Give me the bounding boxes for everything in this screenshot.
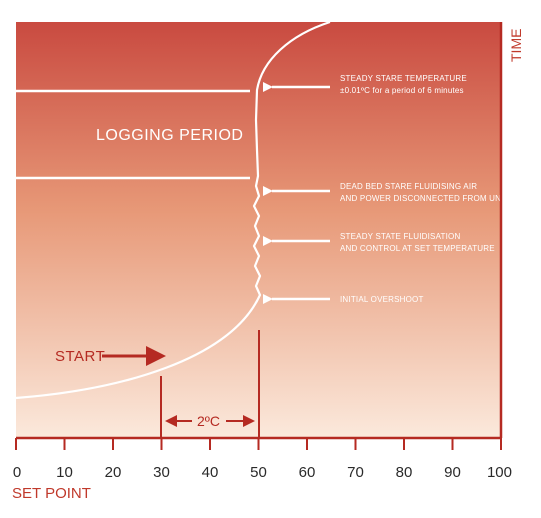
start-arrow-head: [146, 346, 166, 366]
annotation-line2: ±0.01ºC for a period of 6 minutes: [340, 86, 464, 95]
delta-arrowhead-right: [243, 415, 255, 427]
annotation-line1: STEADY STATE FLUIDISATION: [340, 232, 460, 241]
annotation-dead-bed: DEAD BED STARE FLUIDISING AIR AND POWER …: [263, 182, 509, 203]
x-tick-label-30: 30: [153, 464, 170, 481]
x-tick-label-40: 40: [202, 464, 219, 481]
annotation-line1: INITIAL OVERSHOOT: [340, 295, 424, 304]
x-axis-ticks: [15, 438, 502, 450]
x-tick-label-80: 80: [396, 464, 413, 481]
x-axis-title: SET POINT: [12, 485, 91, 502]
x-tick-label-50: 50: [250, 464, 267, 481]
logging-period-label: LOGGING PERIOD: [96, 127, 243, 144]
x-tick-label-60: 60: [299, 464, 316, 481]
temperature-curve: [15, 20, 331, 400]
annotation-line1: STEADY STARE TEMPERATURE: [340, 74, 467, 83]
delta-arrowhead-left: [165, 415, 177, 427]
x-tick-label-20: 20: [105, 464, 122, 481]
annotation-line2: AND CONTROL AT SET TEMPERATURE: [340, 244, 495, 253]
annotation-steady-fluidisation: STEADY STATE FLUIDISATION AND CONTROL AT…: [263, 232, 495, 253]
annotation-steady-stare: STEADY STARE TEMPERATURE ±0.01ºC for a p…: [263, 74, 467, 95]
x-tick-label-0: 0: [13, 464, 21, 481]
annotation-initial-overshoot: INITIAL OVERSHOOT: [263, 294, 424, 304]
time-axis-title: TIME: [508, 29, 524, 62]
x-tick-label-100: 100: [487, 464, 512, 481]
x-tick-label-90: 90: [444, 464, 461, 481]
annotation-line1: DEAD BED STARE FLUIDISING AIR: [340, 182, 477, 191]
annotation-line2: AND POWER DISCONNECTED FROM UNIT: [340, 194, 509, 203]
start-label: START: [55, 348, 105, 365]
x-tick-label-10: 10: [56, 464, 73, 481]
x-tick-label-70: 70: [347, 464, 364, 481]
delta-label: 2ºC: [197, 413, 220, 429]
x-axis-tick-labels: 0 10 20 30 40 50 60 70 80 90 100: [13, 464, 512, 481]
